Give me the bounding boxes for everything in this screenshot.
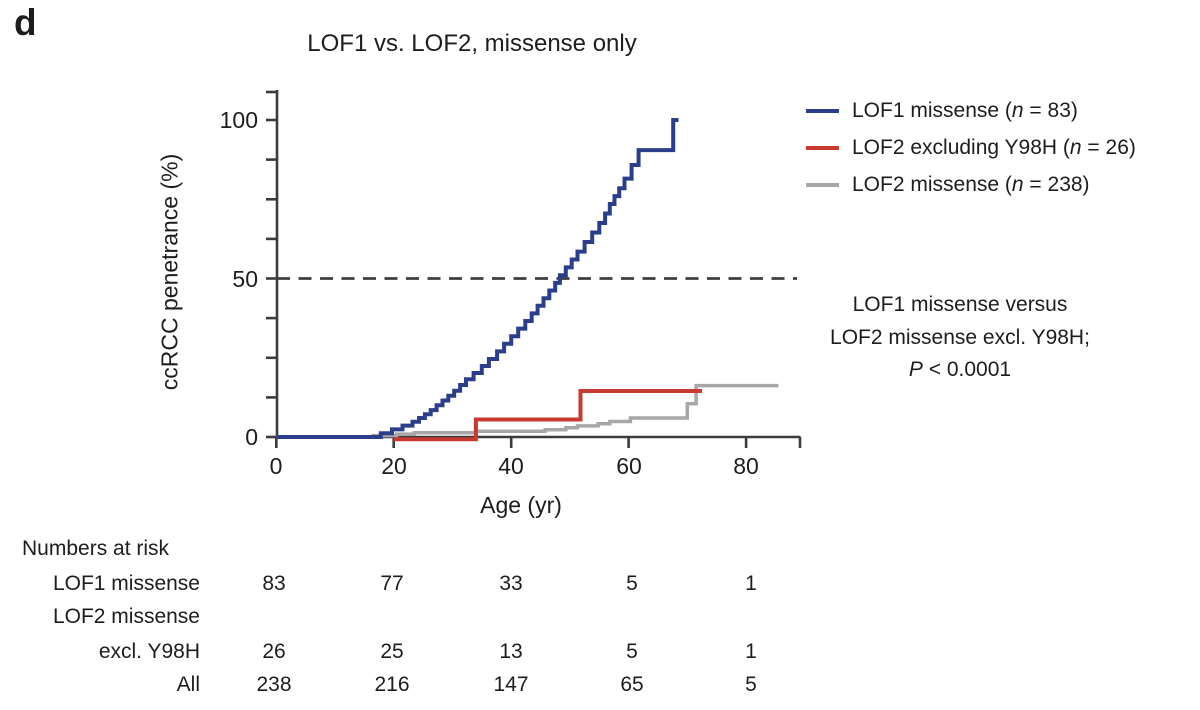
y-tick-label-0: 0 [245,424,258,450]
x-tick-label-0: 0 [269,453,283,479]
curve-lof2-excluding-y98h [393,389,702,442]
risk-count: 216 [374,672,410,696]
lof2-line-swatch-icon [806,183,839,187]
annotation-line-3: P < 0.0001 [908,358,1012,381]
chart-title: LOF1 vs. LOF2, missense only [307,30,637,57]
risk-row-label-lof2-line2: excl. Y98H [98,639,200,663]
x-tick-label-20: 20 [381,453,407,479]
risk-count: 5 [626,571,638,595]
risk-row-label-all: All [176,672,200,696]
risk-count: 25 [380,639,404,663]
risk-row-label-lof2-line1: LOF2 missense [52,605,200,628]
x-tick-label-60: 60 [616,453,642,479]
lof2-excl-line-swatch-icon [806,146,839,150]
y-tick-label-50: 50 [232,265,258,292]
x-tick-label-80: 80 [733,453,759,479]
risk-count: 5 [745,672,757,696]
risk-count: 83 [262,571,286,595]
risk-count: 147 [493,672,529,696]
risk-row-label-lof1: LOF1 missense [52,571,200,595]
y-axis-ticks [266,90,277,439]
risk-count: 26 [262,639,286,663]
legend-item-lof2-excluding-y98h: LOF2 excluding Y98H (n = 26) [806,135,1136,161]
lof1-line-swatch-icon [806,109,839,113]
risk-count: 1 [745,639,757,663]
annotation-line-1: LOF1 missense versus [852,293,1068,316]
legend-item-lof1-missense: LOF1 missense (n = 83) [806,98,1136,124]
risk-count: 238 [256,672,292,696]
risk-count: 77 [380,571,404,595]
y-axis-title: ccRCC penetrance (%) [156,153,183,391]
risk-count: 5 [626,639,638,663]
legend-item-lof2-missense: LOF2 missense (n = 238) [806,172,1136,198]
legend-label: LOF2 missense (n = 238) [852,173,1090,196]
panel-label: d [14,2,37,43]
risk-count: 65 [620,672,644,696]
legend-label: LOF2 excluding Y98H (n = 26) [852,136,1136,159]
y-tick-label-100: 100 [219,107,258,133]
pvalue-annotation: LOF1 missense versus LOF2 missense excl.… [735,289,1185,387]
risk-count: 33 [499,571,523,595]
legend-label: LOF1 missense (n = 83) [852,99,1078,122]
risk-table-header: Numbers at risk [22,536,170,560]
risk-count: 1 [745,571,757,595]
curve-lof1-missense [276,118,679,439]
risk-count: 13 [499,639,523,663]
x-axis-title: Age (yr) [480,492,562,518]
x-tick-label-40: 40 [498,453,524,479]
curve-lof2-missense [276,383,779,439]
annotation-line-2: LOF2 missense excl. Y98H; [830,325,1090,349]
legend: LOF1 missense (n = 83) LOF2 excluding Y9… [806,98,1136,198]
